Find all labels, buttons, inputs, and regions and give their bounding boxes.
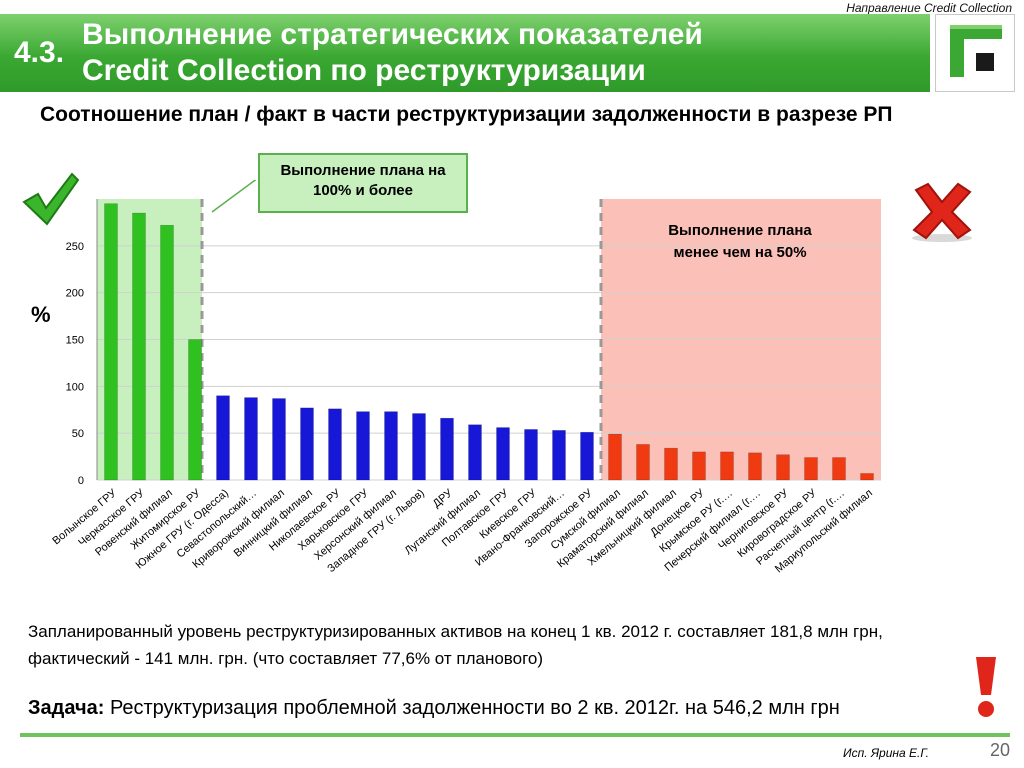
bar bbox=[692, 451, 706, 481]
bar bbox=[860, 473, 874, 481]
bar bbox=[468, 424, 482, 481]
exclamation-icon bbox=[976, 657, 996, 717]
bar bbox=[524, 429, 538, 481]
title-line-2: Credit Collection по реструктуризации bbox=[82, 54, 646, 87]
bar bbox=[580, 431, 594, 481]
callout-plan-low: Выполнение плана менее чем на 50% bbox=[668, 222, 812, 261]
author: Исп. Ярина Е.Г. bbox=[843, 746, 929, 760]
y-tick-label: 200 bbox=[66, 288, 84, 300]
section-number: 4.3. bbox=[14, 36, 65, 69]
bar bbox=[272, 398, 286, 481]
y-tick-label: 50 bbox=[72, 428, 84, 440]
bar bbox=[216, 395, 230, 481]
page-number: 20 bbox=[990, 740, 1011, 760]
direction-note: Направление Credit Collection bbox=[846, 1, 1012, 15]
chart-subtitle: Соотношение план / факт в части реструкт… bbox=[40, 103, 893, 126]
bar bbox=[496, 427, 510, 481]
task-text: Реструктуризация проблемной задолженност… bbox=[109, 697, 840, 719]
plan-note: Запланированный уровень реструктуризиров… bbox=[28, 622, 883, 668]
bar bbox=[720, 451, 734, 481]
footer-bar bbox=[20, 733, 1010, 737]
y-tick-label: 100 bbox=[66, 381, 84, 393]
bar bbox=[636, 444, 650, 481]
bar bbox=[244, 397, 258, 481]
bar bbox=[552, 430, 566, 481]
bar bbox=[132, 212, 146, 481]
bar bbox=[412, 413, 426, 481]
bar bbox=[804, 457, 818, 481]
bar bbox=[160, 224, 174, 481]
callout-pointer bbox=[211, 180, 257, 213]
y-tick-label: 150 bbox=[66, 335, 84, 347]
bar bbox=[104, 203, 118, 481]
cross-icon bbox=[912, 182, 972, 242]
bar bbox=[356, 411, 370, 481]
callout-plan-met: Выполнение плана на 100% и более bbox=[258, 153, 468, 213]
bar bbox=[608, 433, 622, 481]
bar bbox=[748, 452, 762, 481]
bar bbox=[328, 408, 342, 481]
y-tick-label: 250 bbox=[66, 241, 84, 253]
bar bbox=[300, 407, 314, 481]
task-label: Задача: bbox=[28, 697, 105, 719]
header-bar bbox=[0, 14, 930, 92]
bar bbox=[664, 447, 678, 481]
bank-logo-icon bbox=[935, 14, 1015, 92]
bar bbox=[384, 411, 398, 481]
bar bbox=[188, 339, 202, 481]
bar bbox=[440, 417, 454, 481]
bar bbox=[776, 454, 790, 481]
y-tick-label: 0 bbox=[78, 475, 84, 487]
bar bbox=[832, 457, 846, 481]
task-line: Задача: Реструктуризация проблемной задо… bbox=[28, 697, 840, 720]
checkmark-icon bbox=[22, 172, 80, 226]
title-line-1: Выполнение стратегических показателей bbox=[82, 18, 703, 51]
y-axis-unit: % bbox=[31, 302, 51, 327]
slide-title: Выполнение стратегических показателей Cr… bbox=[82, 17, 703, 89]
